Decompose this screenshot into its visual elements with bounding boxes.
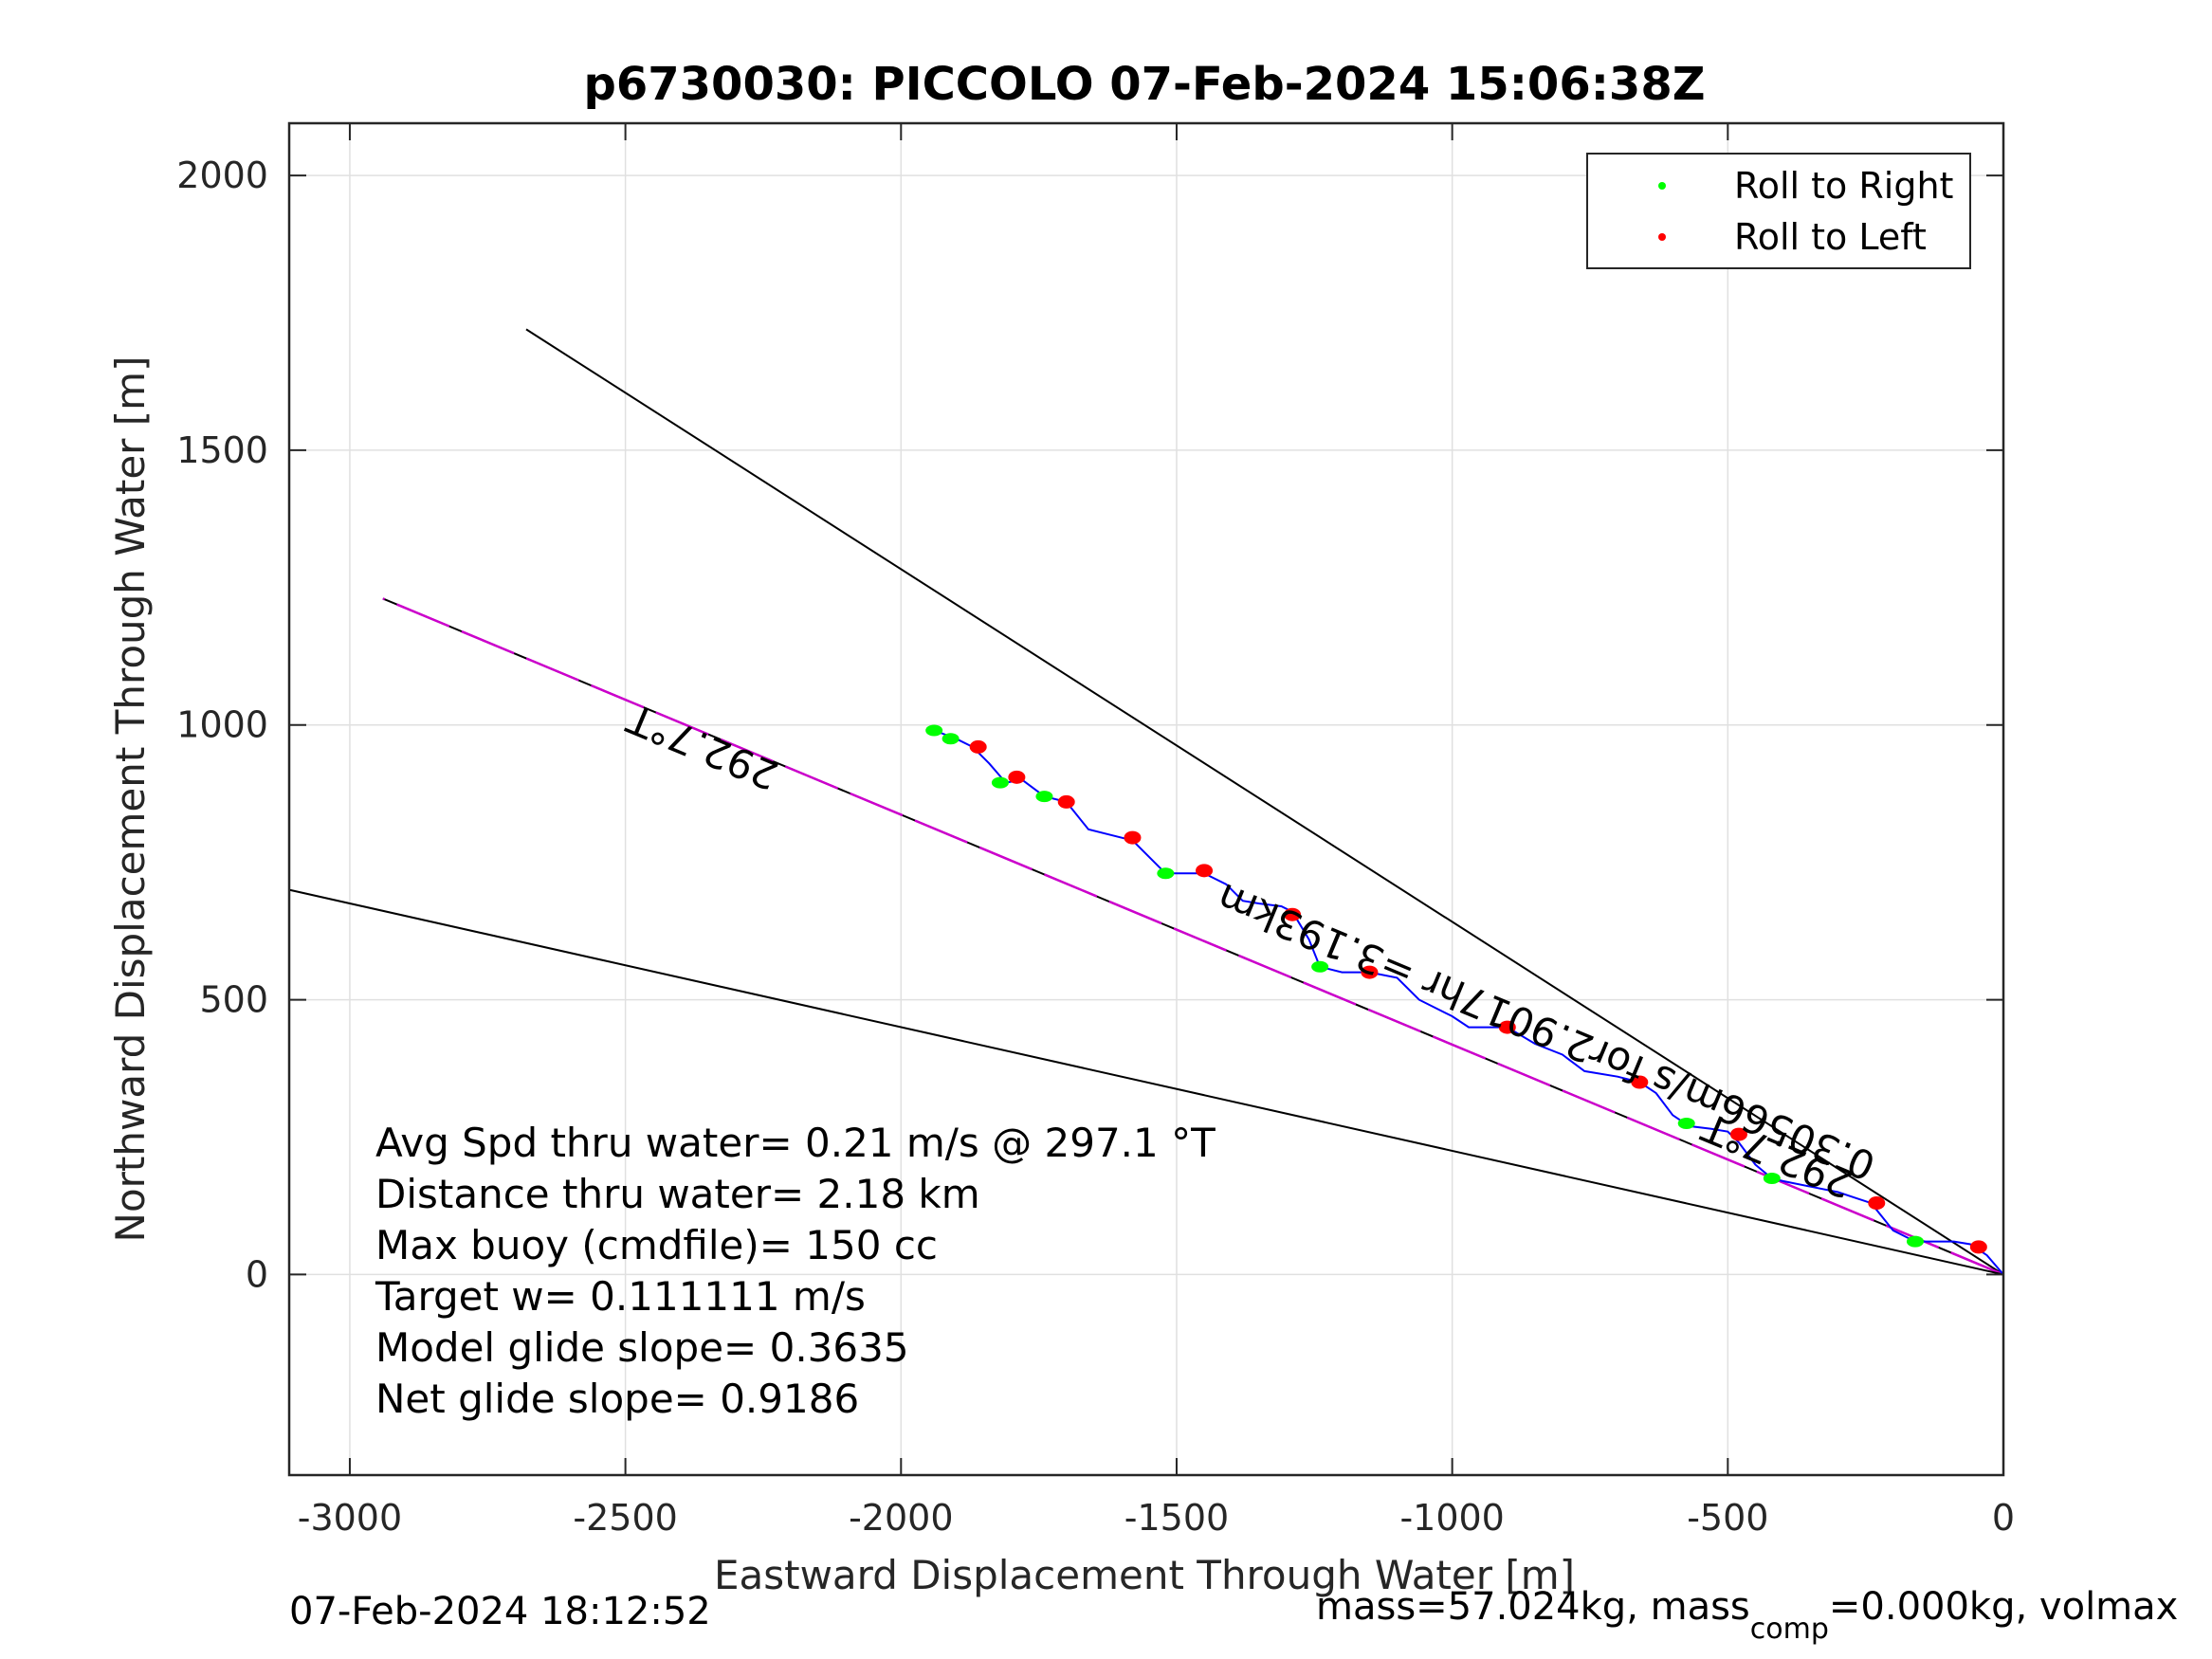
- footer-mass-prefix: mass=57.024kg, mass: [1316, 1585, 1750, 1629]
- roll-left-point: [1361, 965, 1379, 979]
- track-path: [933, 729, 2004, 1276]
- x-tick-label: -1000: [1399, 1497, 1504, 1539]
- y-axis-label: Northward Displacement Through Water [m]: [107, 356, 154, 1243]
- stat-net-glide: Net glide slope= 0.9186: [375, 1376, 859, 1422]
- track-layer: [933, 729, 2004, 1276]
- roll-left-point: [1057, 794, 1075, 809]
- x-tick-label: -2000: [849, 1497, 953, 1539]
- reference-lines: [288, 328, 2004, 1276]
- stat-model-glide: Model glide slope= 0.3635: [375, 1324, 909, 1371]
- stat-avg-speed: Avg Spd thru water= 0.21 m/s @ 297.1 °T: [375, 1120, 1216, 1166]
- roll-right-point: [1311, 960, 1329, 973]
- footer-mass: mass=57.024kg, masscomp=0.000kg, volmax: [1316, 1585, 2178, 1646]
- roll-right-point: [1677, 1118, 1695, 1130]
- tick-labels: -3000 -2500 -2000 -1500 -1000 -500 0 0 500 1000 15…: [176, 155, 2015, 1539]
- footer-mass-sub: comp: [1750, 1613, 1829, 1646]
- heading-line: [382, 597, 2004, 1276]
- roll-left-point: [1631, 1075, 1649, 1089]
- legend: Roll to Right Roll to Left: [1586, 153, 1971, 269]
- roll-left-point: [1729, 1127, 1747, 1141]
- ticks: [289, 123, 2004, 1475]
- legend-box: [1586, 153, 1971, 269]
- roll-right-point: [991, 776, 1009, 789]
- stat-target-w: Target w= 0.111111 m/s: [375, 1273, 866, 1320]
- legend-label-roll-left: Roll to Left: [1734, 216, 1927, 258]
- x-tick-label: -500: [1687, 1497, 1768, 1539]
- roll-left-point: [1284, 907, 1302, 921]
- roll-left-point: [1969, 1240, 1987, 1254]
- legend-label-roll-right: Roll to Right: [1734, 165, 1953, 207]
- roll-right-point: [1157, 867, 1175, 880]
- legend-marker-roll-right: [1658, 182, 1666, 190]
- roll-left-point: [1124, 830, 1142, 845]
- roll-right-point: [941, 733, 960, 745]
- axes-background: [289, 123, 2003, 1475]
- roll-left-point: [1498, 1020, 1516, 1034]
- x-tick-label: -1500: [1124, 1497, 1229, 1539]
- roll-left-point: [969, 739, 987, 754]
- roll-left-point: [1196, 864, 1214, 878]
- y-tick-label: 500: [199, 979, 268, 1021]
- x-tick-label: -3000: [298, 1497, 402, 1539]
- roll-left-point: [1868, 1196, 1886, 1211]
- legend-marker-roll-left: [1658, 233, 1666, 241]
- x-axis-label: Eastward Displacement Through Water [m]: [714, 1552, 1575, 1598]
- stats-block: Avg Spd thru water= 0.21 m/s @ 297.1 °T …: [375, 1120, 1216, 1422]
- footer-timestamp: 07-Feb-2024 18:12:52: [289, 1590, 711, 1633]
- chart-title: p6730030: PICCOLO 07-Feb-2024 15:06:38Z: [583, 58, 1705, 111]
- roll-right-point: [1906, 1235, 1924, 1248]
- roll-right-point: [1763, 1172, 1781, 1184]
- upper-bound-line: [525, 328, 2004, 1276]
- axes-box: [287, 121, 2005, 1477]
- stat-distance: Distance thru water= 2.18 km: [375, 1171, 980, 1217]
- roll-right-point: [925, 724, 943, 737]
- x-tick-label: 0: [1992, 1497, 2015, 1539]
- y-tick-label: 1500: [176, 429, 268, 471]
- y-tick-label: 1000: [176, 704, 268, 746]
- lower-bound-line: [288, 888, 2004, 1276]
- roll-right-point: [1035, 791, 1053, 803]
- stat-max-buoy: Max buoy (cmdfile)= 150 cc: [375, 1222, 938, 1268]
- roll-left-point: [1008, 770, 1026, 784]
- roll-points: [925, 724, 1987, 1254]
- x-tick-label: -2500: [573, 1497, 677, 1539]
- footer-mass-suffix: =0.000kg, volmax: [1829, 1585, 2178, 1629]
- y-tick-label: 2000: [176, 155, 268, 196]
- y-tick-label: 0: [246, 1253, 268, 1295]
